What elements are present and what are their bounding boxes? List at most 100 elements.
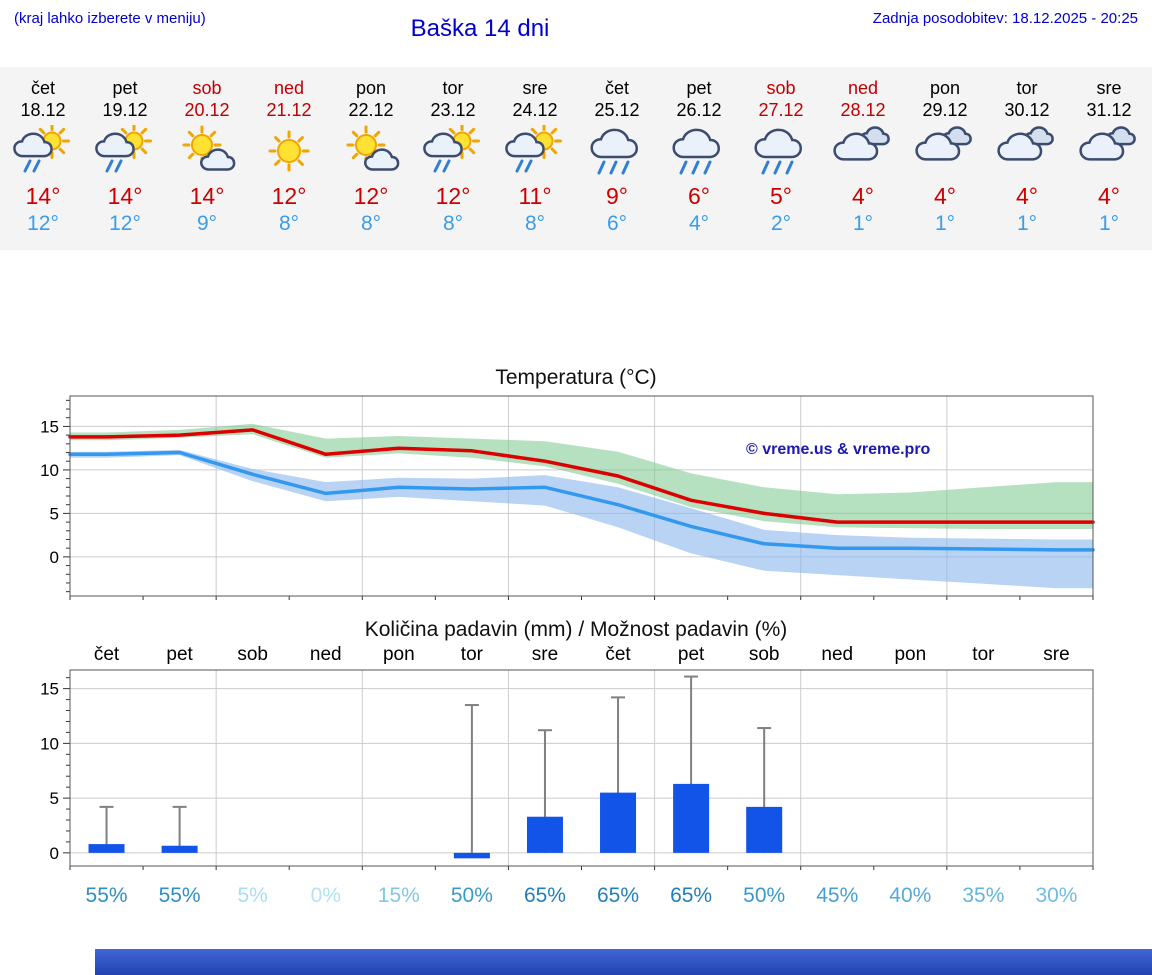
day-icon <box>658 125 740 179</box>
day-date: 25.12 <box>594 100 640 120</box>
max-temperature-line <box>68 428 1095 524</box>
low-temp: 8° <box>442 212 464 235</box>
day-date: 28.12 <box>840 100 886 120</box>
sun-cloud-icon <box>346 125 400 171</box>
forecast-day: ned 21.12 12° 8° <box>248 77 330 236</box>
low-temp: 9° <box>196 212 218 235</box>
cloud-rain-icon <box>590 128 638 175</box>
plot-border <box>69 669 1094 867</box>
y-tick-label: 15 <box>40 417 59 436</box>
high-temp: 14° <box>25 183 61 209</box>
forecast-day: sob 27.12 5° 2° <box>740 77 822 236</box>
precip-probability: 0% <box>310 884 341 907</box>
max-temperature-range <box>70 423 1093 529</box>
high-temp: 4° <box>1016 183 1038 209</box>
forecast-day: tor 23.12 12° 8° <box>412 77 494 236</box>
forecast-day: pon 22.12 12° 8° <box>330 77 412 236</box>
precip-bar <box>600 792 637 853</box>
day-icon <box>494 123 576 179</box>
low-temp: 1° <box>1098 212 1120 235</box>
day-icon <box>248 125 330 179</box>
forecast-day: sre 31.12 4° 1° <box>1068 77 1150 236</box>
cloud-icon <box>915 126 972 161</box>
precip-day-label: tor <box>972 644 995 665</box>
watermark: © vreme.us & vreme.pro <box>746 441 931 458</box>
y-tick-label: 0 <box>50 548 59 567</box>
precip-day-label: ned <box>310 644 342 665</box>
page-title: Baška 14 dni <box>410 15 550 42</box>
low-temp: 2° <box>770 212 792 235</box>
y-tick-label: 5 <box>50 789 59 808</box>
low-temp: 12° <box>27 212 59 235</box>
header: (kraj lahko izberete v meniju) Zadnja po… <box>0 0 1152 27</box>
min-temperature-range <box>70 449 1093 589</box>
high-temp: 4° <box>852 183 874 209</box>
day-name: ned <box>847 78 879 98</box>
day-name: tor <box>1016 78 1038 98</box>
day-date: 30.12 <box>1004 100 1050 120</box>
day-icon <box>576 125 658 179</box>
min-temperature-line <box>68 450 1095 552</box>
day-icon <box>84 123 166 179</box>
precipitation-probability-row: 55% 55% 5% 0% 15% 50% 65% 65% 65% 50% 45% 40% 35% 30% <box>70 884 1093 908</box>
low-temp: 1° <box>934 212 956 235</box>
sun-icon <box>268 130 310 172</box>
y-tick-label: 0 <box>50 844 59 863</box>
precip-probability: 55% <box>85 884 128 907</box>
precip-bar <box>88 844 125 853</box>
day-icon <box>330 125 412 179</box>
high-temp: 12° <box>435 183 471 209</box>
day-date: 22.12 <box>348 100 394 120</box>
precip-probability: 5% <box>237 884 268 907</box>
forecast-day: tor 30.12 4° 1° <box>986 77 1068 236</box>
day-name: sre <box>1096 78 1122 98</box>
high-temp: 4° <box>1098 183 1120 209</box>
high-temp: 14° <box>189 183 225 209</box>
day-date: 21.12 <box>266 100 312 120</box>
day-name: sre <box>522 78 548 98</box>
day-name: ned <box>273 78 305 98</box>
low-temp: 6° <box>606 212 628 235</box>
day-icon <box>986 125 1068 179</box>
low-temp: 12° <box>109 212 141 235</box>
forecast-day: čet 25.12 9° 6° <box>576 77 658 236</box>
precip-bar <box>673 783 710 853</box>
precip-day-label: pet <box>678 644 705 665</box>
precip-probability: 15% <box>377 884 420 907</box>
footer-bar <box>95 949 1152 975</box>
y-tick-label: 5 <box>50 504 59 523</box>
day-date: 24.12 <box>512 100 558 120</box>
precip-bar <box>161 845 198 853</box>
low-temp: 4° <box>688 212 710 235</box>
low-temp: 8° <box>360 212 382 235</box>
plot-area <box>70 670 1093 866</box>
y-tick-label: 15 <box>40 680 59 699</box>
low-temp: 8° <box>524 212 546 235</box>
day-date: 20.12 <box>184 100 230 120</box>
forecast-day: ned 28.12 4° 1° <box>822 77 904 236</box>
day-date: 26.12 <box>676 100 722 120</box>
precip-day-label: sob <box>749 644 780 665</box>
high-temp: 5° <box>770 183 792 209</box>
day-date: 31.12 <box>1086 100 1132 120</box>
high-temp: 14° <box>107 183 143 209</box>
day-name: pon <box>355 78 387 98</box>
precip-probability: 55% <box>158 884 201 907</box>
precip-day-label: sre <box>1043 644 1069 665</box>
high-temp: 11° <box>518 183 552 209</box>
day-icon <box>166 125 248 179</box>
forecast-day: čet 18.12 14° 12° <box>2 77 84 236</box>
day-icon <box>412 123 494 179</box>
precip-bar <box>746 806 783 853</box>
cloud-icon <box>997 126 1054 161</box>
precip-probability: 40% <box>889 884 932 907</box>
day-date: 29.12 <box>922 100 968 120</box>
precip-probability: 35% <box>962 884 1005 907</box>
day-name: pon <box>929 78 961 98</box>
day-icon <box>2 123 84 179</box>
forecast-day: pet 19.12 14° 12° <box>84 77 166 236</box>
day-date: 27.12 <box>758 100 804 120</box>
precip-day-label: sob <box>237 644 268 665</box>
forecast-strip: čet 18.12 14° 12° pet 19.12 14° 12° sob 20.12 14° 9… <box>0 67 1152 250</box>
low-temp: 1° <box>1016 212 1038 235</box>
